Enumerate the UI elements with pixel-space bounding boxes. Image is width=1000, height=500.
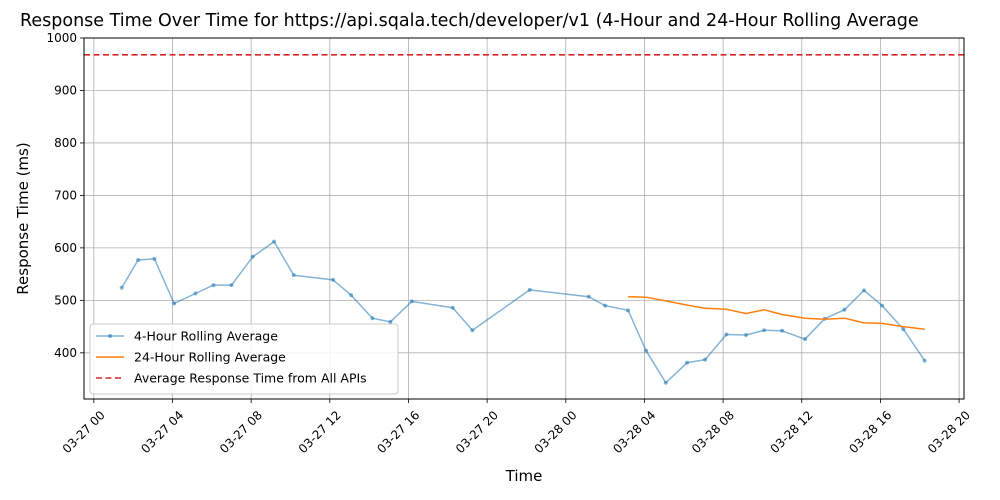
legend-marker <box>108 334 112 338</box>
data-point <box>470 328 475 333</box>
data-point <box>193 291 198 296</box>
y-tick-label: 800 <box>54 136 77 150</box>
y-axis-title: Response Time (ms) <box>14 142 32 294</box>
data-point <box>291 273 296 278</box>
y-tick-label: 700 <box>54 188 77 202</box>
x-tick-label: 03-27 16 <box>374 408 422 456</box>
data-series <box>119 239 927 385</box>
data-point <box>152 256 157 261</box>
data-point <box>780 328 785 333</box>
x-tick-label: 03-27 12 <box>296 408 344 456</box>
data-point <box>172 301 177 306</box>
legend: 4-Hour Rolling Average 24-Hour Rolling Av… <box>89 323 399 395</box>
data-point <box>685 360 690 365</box>
rolling-4h-line <box>121 240 926 384</box>
x-axis-ticks: 03-27 00 03-27 04 03-27 08 03-27 12 03-27 16… <box>60 399 973 456</box>
y-tick-label: 1000 <box>46 31 77 45</box>
x-tick-label: 03-28 20 <box>925 408 973 456</box>
data-point <box>626 308 631 313</box>
data-point <box>862 288 867 293</box>
data-point <box>370 316 375 321</box>
data-point <box>663 380 668 385</box>
data-point <box>527 287 532 292</box>
y-tick-label: 400 <box>54 346 77 360</box>
data-point <box>250 254 255 259</box>
data-point <box>644 348 649 353</box>
x-tick-label: 03-27 00 <box>60 408 108 456</box>
data-point <box>880 303 885 308</box>
x-tick-label: 03-28 00 <box>532 408 580 456</box>
x-tick-label: 03-27 20 <box>453 408 501 456</box>
data-point <box>388 319 393 324</box>
legend-label: 4-Hour Rolling Average <box>134 329 278 344</box>
data-point <box>272 239 277 244</box>
y-tick-label: 500 <box>54 293 77 307</box>
legend-label: 24-Hour Rolling Average <box>134 350 286 365</box>
data-point <box>331 277 336 282</box>
x-tick-label: 03-27 08 <box>217 408 265 456</box>
y-tick-label: 600 <box>54 241 77 255</box>
legend-box <box>89 323 399 395</box>
plot-frame <box>83 37 965 400</box>
chart-title: Response Time Over Time for https://api.… <box>20 11 919 31</box>
x-axis-title: Time <box>505 467 543 485</box>
data-point <box>762 328 767 333</box>
data-point <box>603 303 608 308</box>
x-tick-label: 03-28 12 <box>768 408 816 456</box>
data-point <box>450 305 455 310</box>
data-point <box>922 358 927 363</box>
data-point <box>803 337 808 342</box>
data-point <box>586 294 591 299</box>
data-point <box>842 307 847 312</box>
rolling-24h-line <box>628 295 925 330</box>
data-point <box>901 327 906 332</box>
data-point <box>229 283 234 288</box>
x-tick-label: 03-27 04 <box>138 408 186 456</box>
data-point <box>119 285 124 290</box>
data-point <box>211 283 216 288</box>
data-point <box>136 257 141 262</box>
y-tick-label: 900 <box>54 83 77 97</box>
y-axis-ticks: 400 500 600 700 800 900 1000 <box>46 31 84 360</box>
data-point <box>724 332 729 337</box>
legend-label: Average Response Time from All APIs <box>134 371 367 386</box>
data-point <box>703 357 708 362</box>
data-point <box>744 332 749 337</box>
data-point <box>409 299 414 304</box>
x-tick-label: 03-28 16 <box>846 408 894 456</box>
data-point <box>349 293 354 298</box>
x-tick-label: 03-28 04 <box>610 408 658 456</box>
x-tick-label: 03-28 08 <box>689 408 737 456</box>
